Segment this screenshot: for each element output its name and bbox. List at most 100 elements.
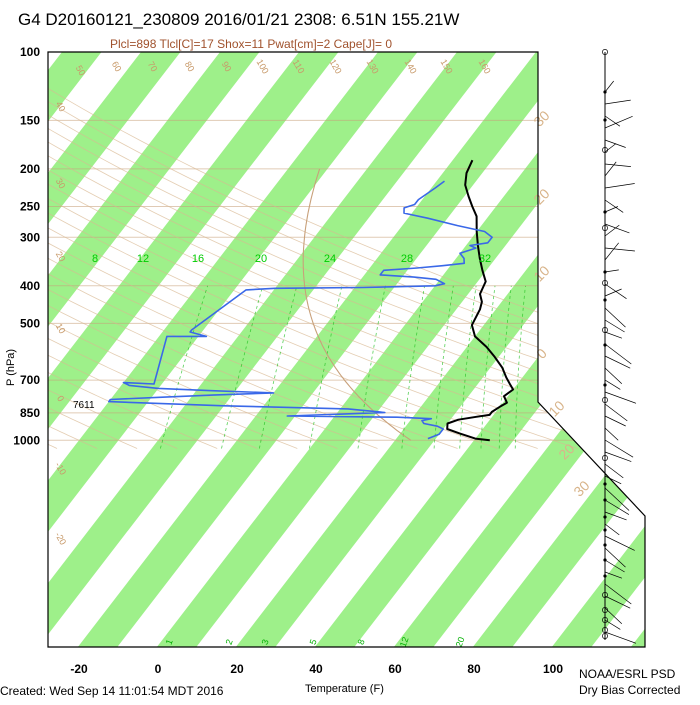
mixing-ratio-label: 20 — [255, 253, 267, 265]
wind-barb — [604, 307, 626, 328]
dry-adiabat-line — [48, 52, 218, 449]
wind-barb — [604, 163, 631, 167]
wind-barb — [604, 199, 624, 213]
mixing-ratio-line — [259, 285, 298, 449]
dry-adiabat-line — [48, 52, 418, 449]
wind-barb — [604, 206, 619, 213]
pressure-tick-label: 1000 — [13, 433, 40, 447]
wind-barb — [604, 595, 631, 609]
plot-frame — [47, 51, 646, 648]
wind-level-dot — [603, 90, 607, 94]
dry-adiabat-line — [48, 52, 578, 449]
wind-level-dot — [603, 343, 607, 347]
chart-subtitle: Plcl=898 Tlcl[C]=17 Shox=11 Pwat[cm]=2 C… — [110, 37, 392, 51]
wind-barb — [604, 223, 630, 234]
calm-wind-circle — [602, 280, 608, 286]
calm-wind-circle — [602, 327, 608, 333]
mixing-ratio-label-lower: 1 — [164, 638, 175, 646]
temperature-tick-label: -20 — [70, 662, 88, 676]
isotherm-band — [48, 52, 356, 647]
dry-adiabat-label: 90 — [220, 60, 234, 74]
dry-adiabat-label: 70 — [146, 60, 160, 74]
chart-title: G4 D20160121_230809 2016/01/21 2308: 6.5… — [18, 10, 459, 29]
dry-adiabat-label: 20 — [54, 250, 68, 264]
wind-level-dot — [603, 270, 607, 274]
isotherm-band — [684, 30, 700, 680]
pressure-tick-label: 200 — [20, 162, 40, 176]
wind-barb — [604, 523, 620, 536]
wind-barb — [604, 559, 625, 573]
wind-barb — [604, 143, 617, 153]
isotherm-band — [447, 52, 645, 647]
pressure-tick-label: 850 — [20, 406, 40, 420]
pressure-tick-label: 700 — [20, 373, 40, 387]
wind-barb — [604, 511, 627, 521]
wind-barb — [604, 415, 626, 427]
pressure-tick-label: 100 — [20, 45, 40, 59]
dry-adiabat-line — [48, 52, 458, 449]
dry-adiabat-line — [48, 52, 338, 449]
isotherm-band — [52, 52, 593, 647]
wind-barb — [604, 367, 623, 384]
calm-wind-circle — [602, 397, 608, 403]
wind-level-dot — [603, 528, 607, 532]
credit-line-1: NOAA/ESRL PSD — [579, 667, 676, 681]
temperature-bands — [48, 30, 700, 680]
isotherm-band — [48, 52, 435, 647]
wind-barb — [604, 631, 637, 644]
wind-barb — [604, 403, 628, 422]
dry-adiabat-line — [0, 52, 17, 449]
temperature-tick-label: 100 — [543, 662, 563, 676]
dry-adiabat-line — [48, 52, 178, 449]
dry-adiabat-line — [48, 52, 538, 449]
dry-adiabat-label: 50 — [74, 64, 88, 78]
wind-barbs — [602, 49, 637, 644]
mixing-ratio-line — [480, 285, 496, 449]
wind-barb — [604, 183, 635, 189]
calm-wind-circle — [602, 607, 608, 613]
wind-barb — [604, 80, 614, 93]
wind-barb — [604, 288, 622, 297]
sounding-series — [108, 159, 515, 442]
dry-adiabat-label: 80 — [183, 60, 197, 74]
wind-level-dot — [603, 482, 607, 486]
mixing-ratio-line — [357, 285, 386, 449]
dry-adiabat-label: 10 — [54, 322, 68, 336]
mixing-ratio-line — [459, 285, 477, 449]
wind-level-dot — [603, 383, 607, 387]
temperature-tick-label: 0 — [155, 662, 162, 676]
calm-wind-circle — [602, 617, 608, 623]
moist-adiabat-label: 10 — [545, 397, 567, 419]
wind-barb — [604, 379, 621, 390]
dry-adiabat-line — [48, 52, 258, 449]
wind-barb — [604, 242, 619, 261]
calm-wind-circle — [602, 455, 608, 461]
level-annotation: 7611 — [73, 400, 95, 411]
wind-barb — [604, 439, 634, 458]
mixing-ratio-line — [160, 285, 208, 449]
wind-barb — [604, 161, 617, 177]
plot-border — [47, 51, 646, 648]
mixing-ratio-label-lower: 8 — [356, 638, 367, 646]
isotherm-band — [131, 52, 645, 647]
wind-barb — [604, 331, 623, 339]
mixing-ratio-label: 8 — [92, 253, 98, 265]
wind-barb — [604, 224, 620, 237]
calm-wind-circle — [602, 592, 608, 598]
dewpoint-profile-line — [108, 180, 493, 440]
wind-barb — [604, 535, 635, 551]
moist-adiabat-label: 0 — [533, 345, 550, 362]
created-timestamp: Created: Wed Sep 14 11:01:54 MDT 2016 — [0, 684, 224, 698]
mixing-ratio-line — [221, 285, 264, 449]
dry-adiabat-label: 30 — [54, 177, 68, 191]
temperature-tick-label: 60 — [388, 662, 402, 676]
wind-level-dot — [603, 543, 607, 547]
dry-adiabat-line — [48, 52, 645, 449]
isotherm-band — [48, 52, 514, 647]
wind-barb — [604, 487, 630, 511]
pressure-tick-label: 400 — [20, 279, 40, 293]
dry-adiabat-line — [48, 52, 645, 449]
mixing-ratio-line — [498, 285, 512, 449]
mixing-ratio-label-lower: 12 — [398, 636, 411, 649]
